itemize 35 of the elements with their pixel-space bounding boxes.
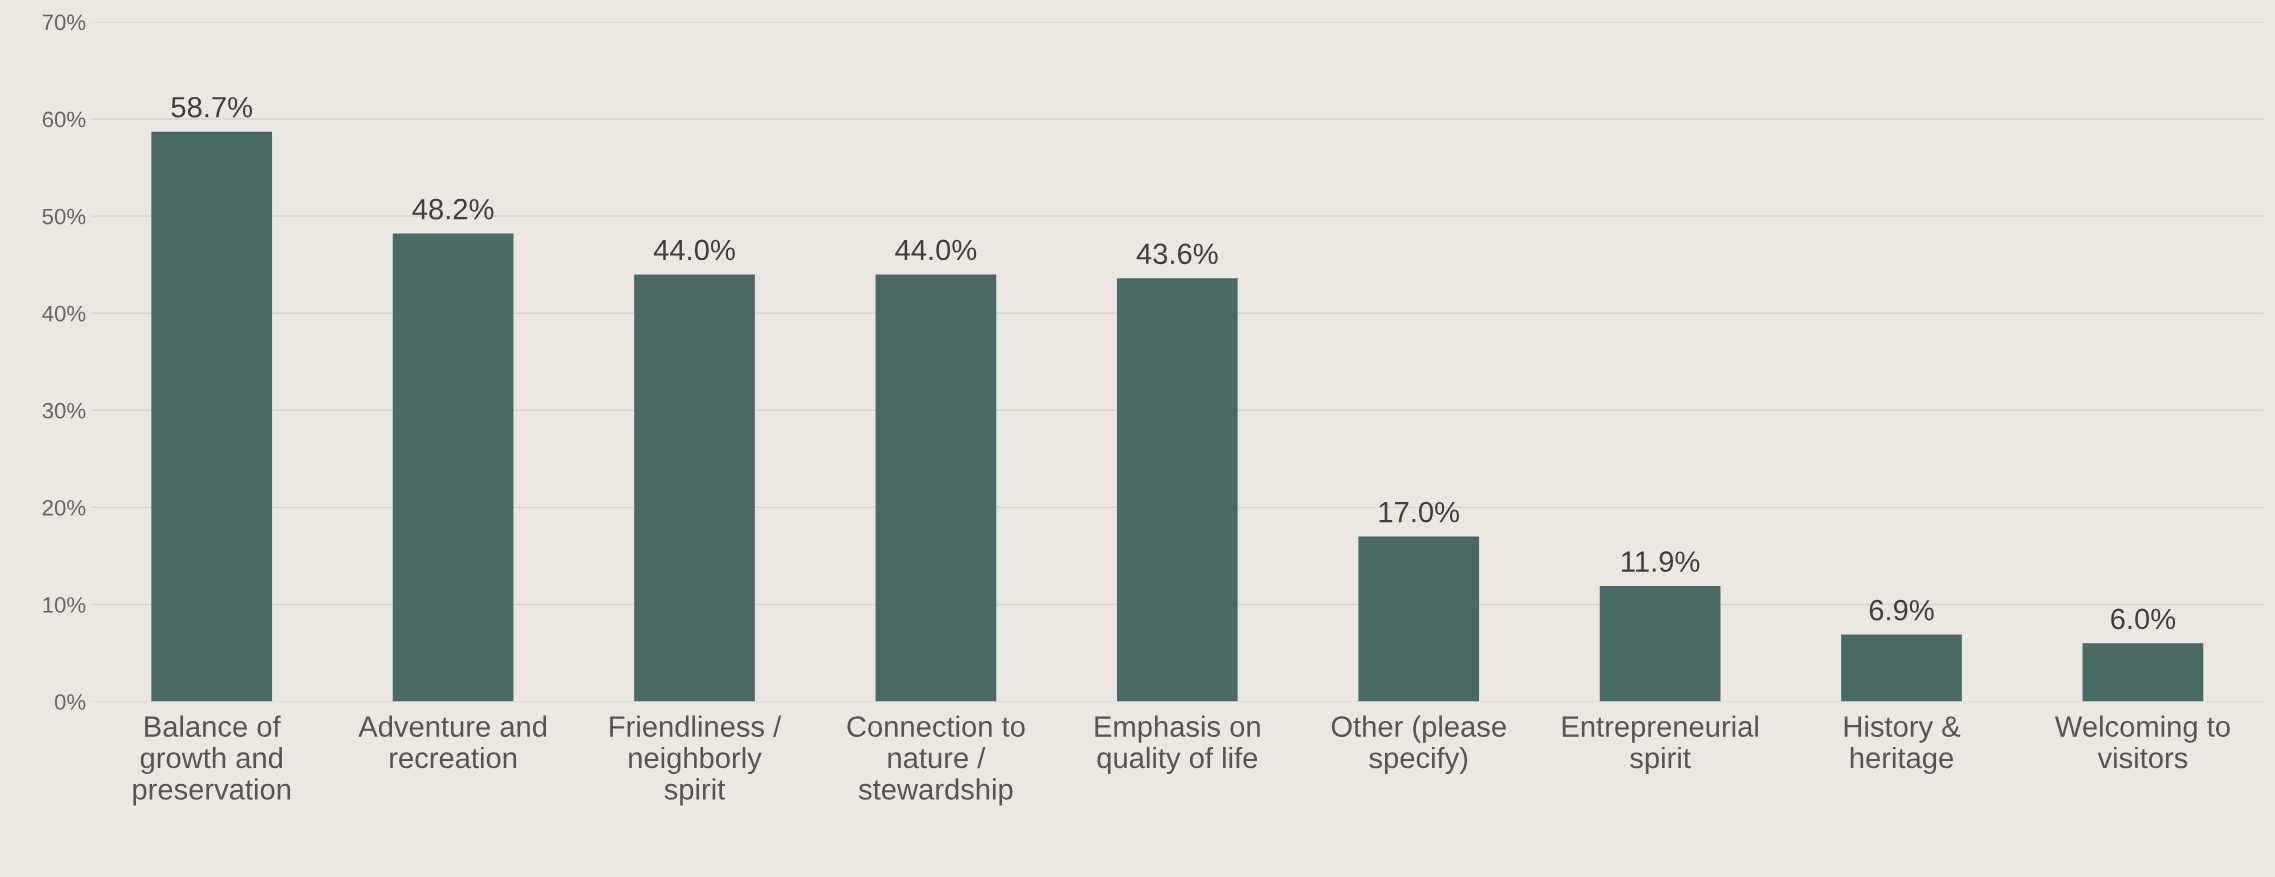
bar xyxy=(151,131,273,702)
data-label: 6.0% xyxy=(2111,608,2176,630)
data-label: 6.9% xyxy=(1869,599,1934,621)
data-label: 48.2% xyxy=(412,198,494,220)
bar xyxy=(2082,643,2204,702)
x-tick-label: Welcoming to visitors xyxy=(2054,715,2230,769)
y-tick-label: 40% xyxy=(42,305,86,322)
x-tick-label: Entrepreneurial spirit xyxy=(1562,715,1758,775)
y-tick-label: 60% xyxy=(42,111,86,128)
data-label: 43.6% xyxy=(1136,243,1218,265)
data-label: 44.0% xyxy=(895,239,977,261)
data-label: 11.9% xyxy=(1622,551,1700,572)
bar xyxy=(392,233,514,702)
y-tick-label: 20% xyxy=(42,499,86,516)
y-tick-label: 10% xyxy=(43,597,86,613)
bar xyxy=(1599,586,1721,702)
bar xyxy=(1841,634,1962,702)
x-tick-label: Other (please specify) xyxy=(1331,715,1506,775)
x-tick-label: Emphasis on quality of life xyxy=(1095,715,1260,775)
bar xyxy=(1116,278,1238,702)
bar xyxy=(875,274,997,702)
data-label: 58.7% xyxy=(171,96,253,118)
y-tick-label: 30% xyxy=(42,402,86,419)
x-tick-label: Connection to nature / stewardship xyxy=(847,715,1025,806)
y-tick-label: 70% xyxy=(42,14,86,31)
x-tick-label: History & heritage xyxy=(1844,715,1961,775)
x-tick-label: Friendliness / neighborly spirit xyxy=(610,715,782,806)
x-tick-label: Balance of growth and preservation xyxy=(133,715,291,806)
bar xyxy=(1358,536,1480,702)
bar xyxy=(634,274,755,702)
x-tick-label: Adventure and recreation xyxy=(358,715,547,769)
data-label: 17.0% xyxy=(1379,501,1460,523)
y-tick-label: 50% xyxy=(42,208,86,225)
data-label: 44.0% xyxy=(653,239,735,261)
y-tick-label: 0% xyxy=(54,694,86,710)
